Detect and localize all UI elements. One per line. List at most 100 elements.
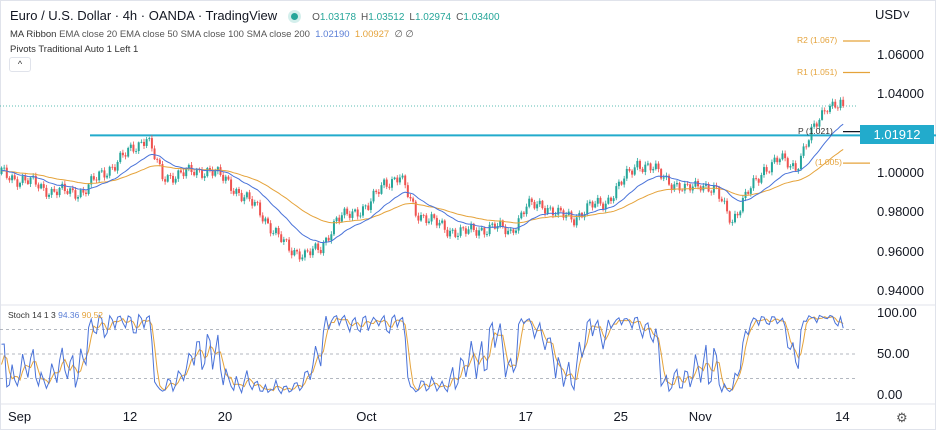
price-tick-label: 0.98000 <box>877 204 924 220</box>
candle-up <box>604 203 607 210</box>
candle-up <box>557 207 560 215</box>
candle-up <box>393 177 396 180</box>
pivot-label: R2 (1.067) <box>797 35 838 45</box>
low-label: L <box>409 12 415 23</box>
candle-down <box>765 167 768 172</box>
candle-down <box>269 223 272 234</box>
candle-down <box>259 202 262 216</box>
candle-down <box>823 110 826 112</box>
stoch-tick-label: 50.00 <box>877 346 910 361</box>
candle-up <box>380 185 383 194</box>
stoch-tick-label: 100.00 <box>877 305 917 320</box>
candle-up <box>351 211 354 218</box>
candle-up <box>401 175 404 178</box>
candle-down <box>541 200 544 209</box>
candle-up <box>575 217 578 226</box>
candle-down <box>348 213 351 218</box>
candle-down <box>280 234 283 242</box>
candle-down <box>261 215 264 222</box>
candle-up <box>509 229 512 231</box>
candle-down <box>512 229 515 233</box>
candle-down <box>193 172 196 176</box>
candle-down <box>668 175 671 185</box>
candle-up <box>773 157 776 163</box>
candle-down <box>551 207 554 216</box>
candle-up <box>662 177 665 179</box>
candle-down <box>504 226 507 235</box>
candle-down <box>74 190 77 199</box>
candle-down <box>172 175 175 183</box>
candle-up <box>818 119 821 127</box>
candle-down <box>483 227 486 235</box>
pivots-legend[interactable]: Pivots Traditional Auto 1 Left 1 <box>10 44 139 55</box>
candle-down <box>736 213 739 216</box>
candle-up <box>536 204 539 209</box>
candle-up <box>515 230 518 233</box>
candle-up <box>264 218 267 222</box>
candle-down <box>198 169 201 171</box>
candle-up <box>364 205 367 207</box>
candle-down <box>169 175 172 176</box>
candle-up <box>187 164 190 170</box>
candle-down <box>222 174 225 181</box>
candle-down <box>570 211 573 220</box>
price-tick-label: 0.96000 <box>877 243 924 259</box>
candle-up <box>427 221 430 223</box>
candle-up <box>528 198 531 207</box>
candle-up <box>119 152 122 163</box>
candle-up <box>644 164 647 172</box>
candle-up <box>485 234 488 235</box>
candle-up <box>58 187 61 196</box>
candle-down <box>670 184 673 191</box>
candle-up <box>127 147 130 157</box>
candle-down <box>776 157 779 163</box>
candle-down <box>71 188 74 191</box>
candle-up <box>612 198 615 202</box>
candle-up <box>615 186 618 199</box>
candle-up <box>325 237 328 243</box>
candle-up <box>646 163 649 165</box>
time-tick-label: Sep <box>8 409 32 424</box>
candle-up <box>741 197 744 212</box>
candle-down <box>208 167 211 170</box>
close-label: C <box>456 12 464 23</box>
candle-down <box>16 179 19 187</box>
candle-up <box>586 203 589 215</box>
candle-down <box>786 158 789 168</box>
candle-up <box>451 229 454 231</box>
candle-up <box>749 188 752 194</box>
candle-down <box>422 215 425 216</box>
candle-up <box>828 105 831 112</box>
stoch-legend[interactable]: Stoch 14 1 3 94.36 90.52 <box>8 310 103 320</box>
candle-up <box>216 167 219 172</box>
candle-up <box>372 190 375 202</box>
candle-up <box>335 217 338 222</box>
candle-down <box>842 99 845 107</box>
candle-down <box>686 183 689 185</box>
candle-down <box>124 155 127 157</box>
candle-up <box>491 223 494 225</box>
price-tick-label: 1.00000 <box>877 165 924 180</box>
candle-up <box>813 123 816 127</box>
low-value: 1.02974 <box>414 12 452 23</box>
candle-up <box>90 176 93 185</box>
currency-selector[interactable]: USD˅ <box>875 7 911 22</box>
candle-down <box>660 169 663 179</box>
candle-down <box>768 171 771 173</box>
candle-down <box>628 168 631 171</box>
candle-up <box>235 188 238 194</box>
candle-down <box>230 179 233 191</box>
candle-down <box>602 203 605 210</box>
chevron-up-icon: ^ <box>17 59 23 69</box>
candle-down <box>454 229 457 237</box>
candle-down <box>417 215 420 221</box>
collapse-legend-button[interactable]: ^ <box>9 57 31 72</box>
symbol-title[interactable]: Euro / U.S. Dollar · 4h · OANDA · Tradin… <box>10 8 278 23</box>
candle-up <box>332 221 335 235</box>
candle-down <box>678 182 681 191</box>
settings-gear-icon[interactable]: ⚙ <box>896 410 908 425</box>
ma-ribbon-legend[interactable]: MA Ribbon EMA close 20 EMA close 50 SMA … <box>10 29 414 40</box>
candle-up <box>449 230 452 237</box>
candle-down <box>559 207 562 211</box>
